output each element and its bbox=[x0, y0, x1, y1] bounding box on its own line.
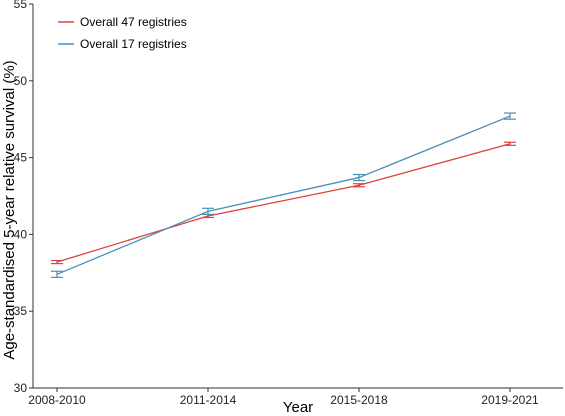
series-layer bbox=[51, 112, 516, 279]
error-bar bbox=[504, 112, 516, 120]
error-bar bbox=[51, 259, 63, 265]
legend: Overall 47 registries Overall 17 registri… bbox=[58, 15, 187, 51]
x-tick-label: 2008-2010 bbox=[28, 393, 86, 407]
series-1 bbox=[51, 141, 516, 265]
x-axis-title: Year bbox=[283, 399, 313, 416]
series-line bbox=[56, 143, 511, 263]
error-bar bbox=[353, 173, 365, 182]
y-axis-title: Age-standardised 5-year relative surviva… bbox=[1, 60, 18, 359]
y-tick-label: 50 bbox=[14, 74, 28, 88]
error-bar bbox=[202, 207, 214, 216]
legend-label: Overall 17 registries bbox=[80, 37, 187, 51]
legend-item: Overall 47 registries bbox=[58, 15, 187, 29]
y-tick-label: 35 bbox=[14, 304, 28, 318]
series-line bbox=[56, 115, 511, 275]
error-bar bbox=[51, 270, 63, 279]
x-tick-label: 2019-2021 bbox=[481, 393, 539, 407]
x-tick-label: 2011-2014 bbox=[180, 393, 237, 407]
error-bar bbox=[353, 183, 365, 188]
legend-item: Overall 17 registries bbox=[58, 37, 187, 51]
error-bar bbox=[504, 141, 516, 146]
legend-label: Overall 47 registries bbox=[80, 15, 187, 29]
series-2 bbox=[51, 112, 516, 279]
y-tick-label: 45 bbox=[14, 151, 28, 165]
y-tick-label: 30 bbox=[14, 381, 28, 395]
y-tick-label: 55 bbox=[14, 0, 28, 11]
x-tick-label: 2015-2018 bbox=[330, 393, 388, 407]
y-tick-label: 40 bbox=[14, 227, 28, 241]
axes: 30 35 40 45 50 55 2008-2010 2011-2014 2015-2018 2… bbox=[14, 0, 563, 407]
